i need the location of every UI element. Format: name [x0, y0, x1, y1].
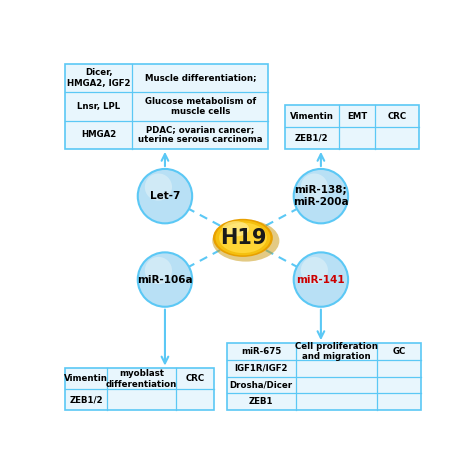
Circle shape: [301, 257, 328, 284]
Text: Cell proliferation
and migration: Cell proliferation and migration: [295, 342, 378, 361]
Text: ZEB1/2: ZEB1/2: [69, 395, 103, 404]
Text: EMT: EMT: [347, 112, 367, 121]
Circle shape: [145, 173, 172, 201]
Text: HMGA2: HMGA2: [81, 130, 117, 139]
FancyBboxPatch shape: [65, 64, 268, 149]
Text: CRC: CRC: [185, 374, 204, 383]
Circle shape: [145, 257, 172, 284]
Text: Vimentin: Vimentin: [64, 374, 108, 383]
Text: miR-141: miR-141: [297, 275, 345, 284]
FancyBboxPatch shape: [284, 106, 419, 149]
Text: ZEB1: ZEB1: [249, 397, 273, 406]
Text: Glucose metabolism of
muscle cells: Glucose metabolism of muscle cells: [145, 97, 256, 116]
Text: PDAC; ovarian cancer;
uterine serous carcinoma: PDAC; ovarian cancer; uterine serous car…: [138, 125, 263, 145]
Circle shape: [294, 252, 348, 307]
Text: miR-106a: miR-106a: [137, 275, 193, 284]
Circle shape: [138, 169, 192, 223]
Ellipse shape: [222, 221, 249, 236]
Ellipse shape: [213, 219, 273, 257]
Ellipse shape: [215, 220, 271, 255]
Circle shape: [301, 173, 328, 201]
Text: ZEB1/2: ZEB1/2: [295, 134, 328, 143]
Text: IGF1R/IGF2: IGF1R/IGF2: [234, 364, 288, 373]
Ellipse shape: [212, 220, 279, 261]
Text: miR-675: miR-675: [241, 347, 281, 356]
Text: Dicer,
HMGA2, IGF2: Dicer, HMGA2, IGF2: [67, 68, 130, 88]
Circle shape: [138, 252, 192, 307]
Ellipse shape: [219, 223, 267, 253]
Text: GC: GC: [392, 347, 405, 356]
Text: Drosha/Dicer: Drosha/Dicer: [229, 381, 292, 390]
Text: myoblast
differentiation: myoblast differentiation: [106, 369, 177, 389]
Text: miR-138;
miR-200a: miR-138; miR-200a: [293, 186, 349, 207]
FancyBboxPatch shape: [227, 343, 420, 410]
FancyBboxPatch shape: [65, 368, 214, 410]
Circle shape: [294, 169, 348, 223]
Text: CRC: CRC: [388, 112, 407, 121]
Text: Muscle differentiation;: Muscle differentiation;: [145, 73, 256, 82]
Text: H19: H19: [219, 228, 266, 248]
Text: Lnsr, LPL: Lnsr, LPL: [77, 102, 120, 111]
Text: Vimentin: Vimentin: [290, 112, 334, 121]
Text: Let-7: Let-7: [150, 191, 180, 201]
